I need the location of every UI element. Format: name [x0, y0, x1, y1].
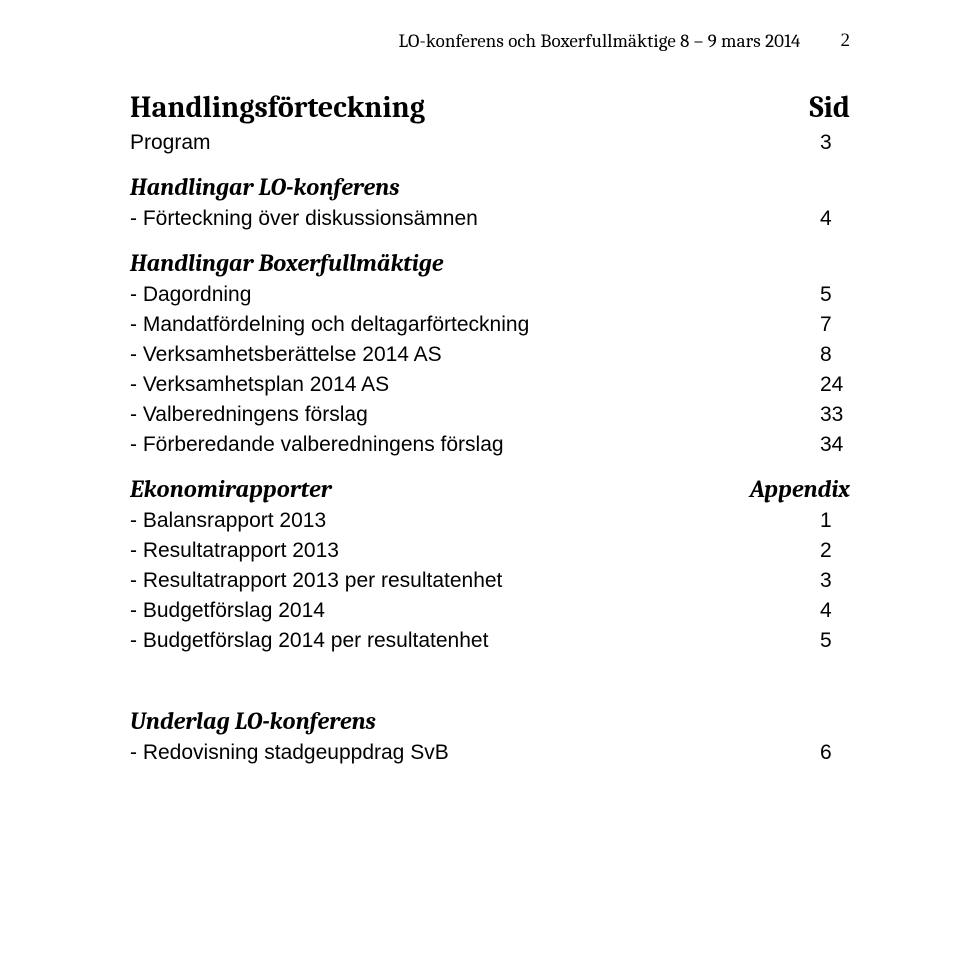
toc-item-value: 24 — [820, 373, 850, 397]
toc-section-label: Handlingar Boxerfullmäktige — [130, 249, 820, 277]
toc-item-value: 34 — [820, 433, 850, 457]
toc-item-value: 4 — [820, 207, 850, 231]
toc-item-value: 3 — [820, 131, 850, 155]
toc-item: - Budgetförslag 2014 per resultatenhet 5 — [130, 629, 850, 653]
toc-item: - Dagordning 5 — [130, 283, 850, 307]
toc-item-value: 2 — [820, 539, 850, 563]
toc-item-label: - Budgetförslag 2014 per resultatenhet — [130, 629, 820, 653]
toc-item: - Mandatfördelning och deltagarförteckni… — [130, 313, 850, 337]
toc-item: - Budgetförslag 2014 4 — [130, 599, 850, 623]
header-page-number: 2 — [841, 30, 851, 52]
header-title: LO-konferens och Boxerfullmäktige 8 – 9 … — [399, 30, 801, 52]
toc-item-label: - Verksamhetsplan 2014 AS — [130, 373, 820, 397]
toc-item-label: - Mandatfördelning och deltagarförteckni… — [130, 313, 820, 337]
toc-item-label: - Redovisning stadgeuppdrag SvB — [130, 741, 820, 765]
toc-item-label: - Balansrapport 2013 — [130, 509, 820, 533]
toc-item-value: 33 — [820, 403, 850, 427]
toc-item-label: - Budgetförslag 2014 — [130, 599, 820, 623]
toc-section-heading: Handlingar LO-konferens — [130, 173, 850, 201]
toc-section-heading: Handlingar Boxerfullmäktige — [130, 249, 850, 277]
toc-item-value: 8 — [820, 343, 850, 367]
toc-item: - Förberedande valberedningens förslag 3… — [130, 433, 850, 457]
toc-item-label: - Förteckning över diskussionsämnen — [130, 207, 820, 231]
toc-item-value: 5 — [820, 629, 850, 653]
toc-item-value: 7 — [820, 313, 850, 337]
toc-section-value: Appendix — [750, 475, 850, 503]
toc-item-value: 4 — [820, 599, 850, 623]
page-header: LO-konferens och Boxerfullmäktige 8 – 9 … — [130, 30, 850, 52]
toc-item-value: 1 — [820, 509, 850, 533]
toc-item-label: Program — [130, 131, 820, 155]
toc-item-value: 5 — [820, 283, 850, 307]
toc-section-label: Handlingar LO-konferens — [130, 173, 820, 201]
toc-item: - Verksamhetsplan 2014 AS 24 — [130, 373, 850, 397]
toc-item: - Valberedningens förslag 33 — [130, 403, 850, 427]
toc-item-label: - Dagordning — [130, 283, 820, 307]
toc-item: - Verksamhetsberättelse 2014 AS 8 — [130, 343, 850, 367]
toc-item: - Resultatrapport 2013 per resultatenhet… — [130, 569, 850, 593]
document-page: LO-konferens och Boxerfullmäktige 8 – 9 … — [0, 0, 960, 956]
toc-item: - Resultatrapport 2013 2 — [130, 539, 850, 563]
toc-item-label: - Valberedningens förslag — [130, 403, 820, 427]
toc-item: - Förteckning över diskussionsämnen 4 — [130, 207, 850, 231]
toc-item: - Redovisning stadgeuppdrag SvB 6 — [130, 741, 850, 765]
toc-section-heading: Underlag LO-konferens — [130, 707, 850, 735]
toc-title-row: Handlingsförteckning Sid — [130, 90, 850, 125]
toc-title-value: Sid — [809, 90, 850, 125]
toc-item-label: - Verksamhetsberättelse 2014 AS — [130, 343, 820, 367]
toc-item: Program 3 — [130, 131, 850, 155]
toc-section-heading: Ekonomirapporter Appendix — [130, 475, 850, 503]
toc-item-label: - Resultatrapport 2013 per resultatenhet — [130, 569, 820, 593]
toc-item-label: - Resultatrapport 2013 — [130, 539, 820, 563]
toc-item: - Balansrapport 2013 1 — [130, 509, 850, 533]
toc-title: Handlingsförteckning — [130, 90, 809, 125]
toc-item-value: 3 — [820, 569, 850, 593]
toc-section-label: Ekonomirapporter — [130, 475, 750, 503]
toc-item-label: - Förberedande valberedningens förslag — [130, 433, 820, 457]
toc-item-value: 6 — [820, 741, 850, 765]
toc-section-label: Underlag LO-konferens — [130, 707, 820, 735]
